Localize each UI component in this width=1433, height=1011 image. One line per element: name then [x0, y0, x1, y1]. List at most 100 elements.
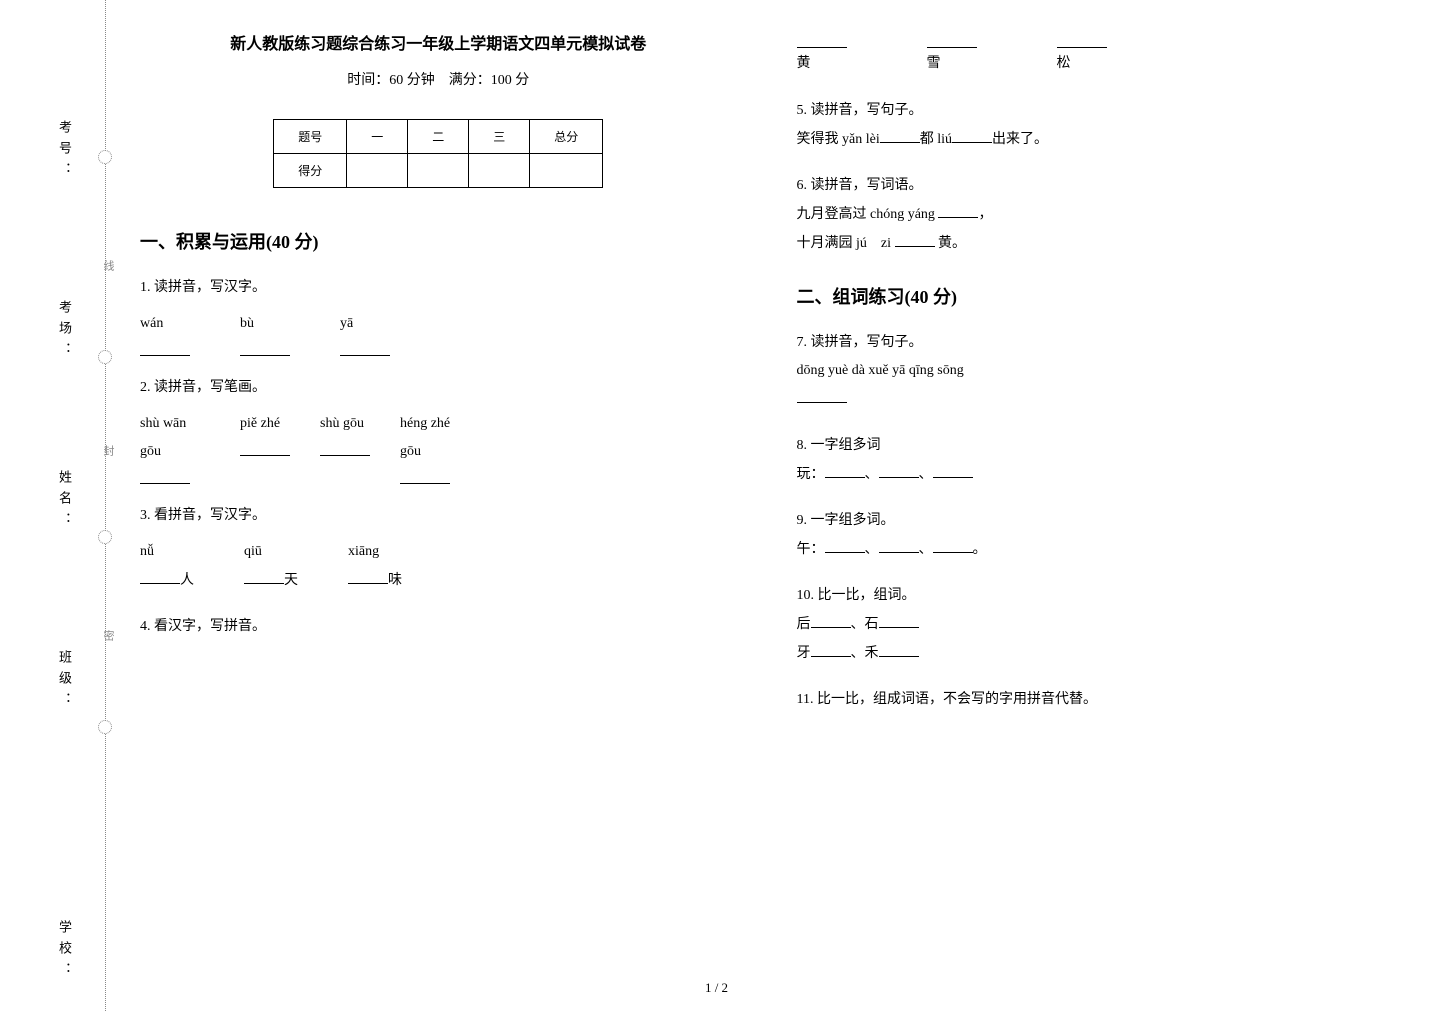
blank	[240, 338, 290, 356]
question-line: 九月登高过 chóng yáng ，	[797, 200, 1394, 229]
question-2: 2. 读拼音，写笔画。 shù wān gōu piě zhé shù gōu …	[140, 374, 737, 484]
top-char-item: 松	[1057, 30, 1107, 72]
blank	[895, 229, 935, 247]
question-11: 11. 比一比，组成词语，不会写的字用拼音代替。	[797, 686, 1394, 714]
blank	[933, 535, 973, 553]
table-cell	[530, 154, 603, 188]
table-cell: 题号	[274, 120, 347, 154]
char-text: 、禾	[851, 646, 879, 661]
pinyin-item: wán	[140, 310, 190, 356]
label-exam-number: 考号：	[55, 120, 74, 183]
pinyin-text: shù wān gōu	[140, 410, 210, 466]
blank	[1057, 30, 1107, 48]
question-4: 4. 看汉字，写拼音。	[140, 613, 737, 641]
top-char-row: 黄 雪 松	[797, 30, 1394, 72]
pinyin-item: shù gōu	[320, 410, 370, 484]
blank	[811, 639, 851, 657]
question-9: 9. 一字组多词。 午：、、。	[797, 507, 1394, 564]
pinyin-row: wán bù yā	[140, 310, 737, 356]
pinyin-item: piě zhé	[240, 410, 290, 484]
seal-text-feng: 封	[100, 445, 116, 458]
pinyin-text: bù	[240, 310, 254, 338]
pinyin-item: héng zhé gōu	[400, 410, 470, 484]
question-prompt: 2. 读拼音，写笔画。	[140, 374, 737, 402]
period: 。	[973, 542, 987, 557]
separator: 、	[865, 542, 879, 557]
question-line: 笑得我 yǎn lèi都 liú出来了。	[797, 125, 1394, 154]
question-prompt: 3. 看拼音，写汉字。	[140, 502, 737, 530]
pinyin-row: shù wān gōu piě zhé shù gōu héng zhé gōu	[140, 410, 737, 484]
question-line: 玩：、、	[797, 460, 1394, 489]
pinyin-item: qiū 天	[244, 538, 298, 595]
blank	[348, 566, 388, 584]
section-heading-1: 一、积累与运用(40 分)	[140, 228, 737, 254]
seal-text-xian: 线	[100, 260, 116, 273]
pinyin-text: dōng yuè dà xuě yā qīng sōng	[797, 357, 1394, 385]
blank	[320, 438, 370, 456]
top-char-item: 黄	[797, 30, 847, 72]
suffix-char: 味	[388, 573, 402, 588]
label-exam-room: 考场：	[55, 300, 74, 363]
question-line: 午：、、。	[797, 535, 1394, 564]
question-3: 3. 看拼音，写汉字。 nǚ 人 qiū 天 xiāng 味	[140, 502, 737, 595]
table-cell	[347, 154, 408, 188]
question-6: 6. 读拼音，写词语。 九月登高过 chóng yáng ， 十月满园 jú z…	[797, 172, 1394, 258]
text-post: 出来了。	[992, 132, 1048, 147]
text-post: 黄。	[935, 236, 967, 251]
table-row: 题号 一 二 三 总分	[274, 120, 603, 154]
pinyin-text: wán	[140, 310, 163, 338]
blank-with-suffix: 味	[348, 566, 402, 595]
blank	[938, 200, 978, 218]
table-cell: 总分	[530, 120, 603, 154]
suffix-char: 人	[180, 573, 194, 588]
page-number: 1 / 2	[705, 980, 728, 996]
question-5: 5. 读拼音，写句子。 笑得我 yǎn lèi都 liú出来了。	[797, 97, 1394, 154]
table-row: 得分	[274, 154, 603, 188]
page-title: 新人教版练习题综合练习一年级上学期语文四单元模拟试卷	[140, 30, 737, 54]
pinyin-item: bù	[240, 310, 290, 356]
pinyin-item: nǚ 人	[140, 538, 194, 595]
pinyin-text: qiū	[244, 538, 262, 566]
question-7: 7. 读拼音，写句子。 dōng yuè dà xuě yā qīng sōng	[797, 329, 1394, 414]
char-text: 、石	[851, 617, 879, 632]
blank	[952, 125, 992, 143]
pinyin-item: shù wān gōu	[140, 410, 210, 484]
text-pre: 九月登高过 chóng yáng	[797, 207, 939, 222]
label-name: 姓名：	[55, 470, 74, 533]
label-school: 学校：	[55, 920, 74, 983]
blank	[140, 338, 190, 356]
label-class: 班级：	[55, 650, 74, 713]
char-text: 雪	[927, 52, 977, 72]
text-mid: 都 liú	[920, 132, 952, 147]
score-table: 题号 一 二 三 总分 得分	[273, 119, 603, 188]
question-prompt: 8. 一字组多词	[797, 432, 1394, 460]
blank	[825, 460, 865, 478]
text-pre: 玩：	[797, 467, 825, 482]
table-cell: 得分	[274, 154, 347, 188]
blank	[879, 639, 919, 657]
suffix-char: 天	[284, 573, 298, 588]
column-right: 黄 雪 松 5. 读拼音，写句子。 笑得我 yǎn lèi都 liú出来了。 6…	[797, 30, 1394, 971]
blank	[811, 610, 851, 628]
table-cell: 二	[408, 120, 469, 154]
seal-text-mi: 密	[100, 630, 116, 643]
table-cell: 三	[469, 120, 530, 154]
question-line: 十月满园 jú zi 黄。	[797, 229, 1394, 258]
question-line: 后、石	[797, 610, 1394, 639]
question-prompt: 4. 看汉字，写拼音。	[140, 613, 737, 641]
pinyin-text: piě zhé	[240, 410, 280, 438]
blank	[880, 125, 920, 143]
question-line: 牙 、禾	[797, 639, 1394, 668]
pinyin-text: yā	[340, 310, 353, 338]
blank	[933, 460, 973, 478]
dotted-circle	[98, 530, 112, 544]
question-prompt: 9. 一字组多词。	[797, 507, 1394, 535]
main-content: 新人教版练习题综合练习一年级上学期语文四单元模拟试卷 时间：60 分钟 满分：1…	[140, 30, 1393, 971]
text-post: ，	[978, 207, 992, 222]
blank	[240, 438, 290, 456]
pinyin-item: xiāng 味	[348, 538, 402, 595]
dotted-circle	[98, 150, 112, 164]
char-text: 牙	[797, 646, 811, 661]
separator: 、	[865, 467, 879, 482]
pinyin-item: yā	[340, 310, 390, 356]
